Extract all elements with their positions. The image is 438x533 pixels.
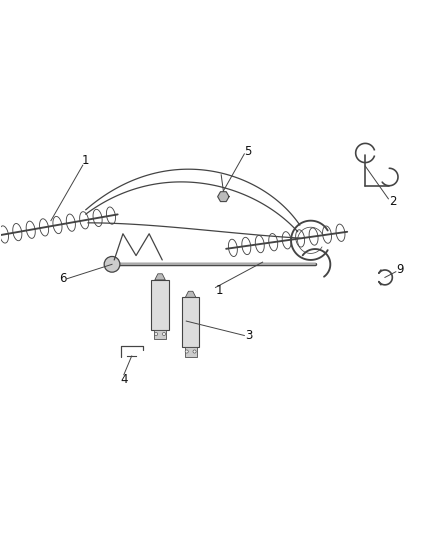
Circle shape bbox=[162, 333, 166, 336]
Circle shape bbox=[155, 333, 158, 336]
Text: 4: 4 bbox=[120, 373, 127, 386]
Text: 1: 1 bbox=[81, 155, 89, 167]
Text: 3: 3 bbox=[245, 329, 252, 342]
Polygon shape bbox=[184, 348, 197, 357]
Text: 6: 6 bbox=[59, 272, 67, 285]
Polygon shape bbox=[182, 297, 199, 348]
Text: 9: 9 bbox=[396, 263, 404, 276]
Polygon shape bbox=[151, 280, 169, 330]
Text: 2: 2 bbox=[389, 195, 396, 207]
Polygon shape bbox=[155, 274, 165, 280]
Text: 1: 1 bbox=[216, 285, 224, 297]
Circle shape bbox=[193, 350, 196, 353]
Polygon shape bbox=[218, 192, 229, 201]
Text: 5: 5 bbox=[244, 145, 251, 158]
Circle shape bbox=[104, 256, 120, 272]
Polygon shape bbox=[154, 330, 166, 339]
Circle shape bbox=[185, 350, 188, 353]
Polygon shape bbox=[185, 291, 196, 297]
